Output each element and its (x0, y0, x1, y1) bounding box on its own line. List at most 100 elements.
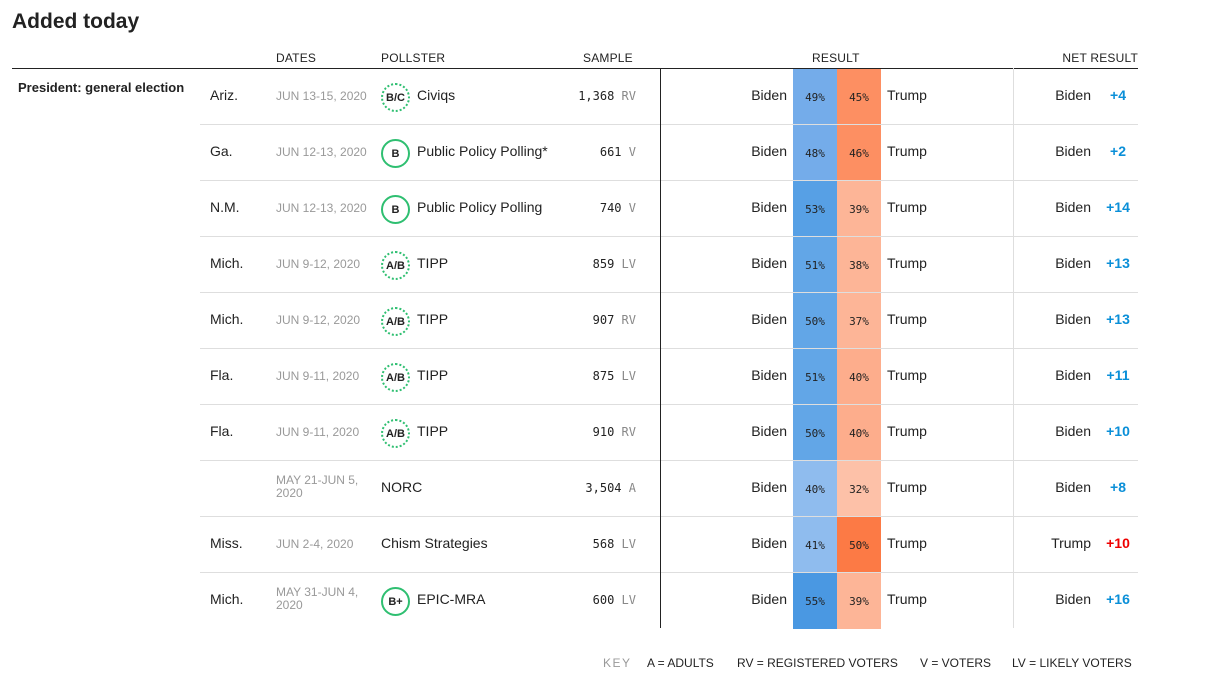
biden-result-cell: 40% (793, 461, 837, 517)
pollster-grade-badge[interactable]: A/B (381, 307, 410, 336)
poll-sample: 875 LV (593, 369, 636, 383)
sample-population: A (628, 481, 636, 495)
pollster-name[interactable]: Civiqs (417, 87, 456, 103)
table-row[interactable]: Mich. JUN 9-12, 2020 A/B TIPP 859 LV Biden 51%… (200, 237, 1138, 293)
candidate-trump-label: Trump (887, 591, 927, 607)
poll-state: Fla. (210, 367, 234, 383)
net-result-margin: +2 (1110, 143, 1126, 159)
poll-dates: JUN 9-11, 2020 (276, 369, 360, 383)
poll-sample: 3,504 A (585, 481, 636, 495)
net-result-margin: +4 (1110, 87, 1126, 103)
table-row[interactable]: Fla. JUN 9-11, 2020 A/B TIPP 910 RV Biden 50% 4… (200, 405, 1138, 461)
poll-state: Ga. (210, 143, 233, 159)
candidate-biden-label: Biden (751, 255, 787, 271)
sample-population: LV (621, 593, 636, 607)
pollster-name[interactable]: TIPP (417, 423, 449, 439)
candidate-biden-label: Biden (751, 423, 787, 439)
table-row[interactable]: Mich. JUN 9-12, 2020 A/B TIPP 907 RV Biden 50%… (200, 293, 1138, 349)
row-divider (200, 404, 1138, 405)
poll-dates: MAY 31-JUN 4, 2020 (276, 585, 359, 612)
header-dates[interactable]: DATES (276, 51, 317, 65)
net-divider (1013, 68, 1014, 628)
pollster-grade-badge[interactable]: B (381, 139, 410, 168)
candidate-biden-label: Biden (751, 87, 787, 103)
candidate-trump-label: Trump (887, 255, 927, 271)
net-result-margin: +10 (1106, 535, 1130, 551)
sample-size: 907 (592, 313, 615, 327)
header-net-result[interactable]: NET RESULT (1062, 51, 1138, 65)
pollster-name[interactable]: Chism Strategies (381, 535, 488, 551)
poll-sample: 907 RV (593, 313, 636, 327)
candidate-trump-label: Trump (887, 199, 927, 215)
sample-population: RV (621, 89, 636, 103)
pollster-name[interactable]: Public Policy Polling* (417, 143, 548, 159)
pollster-name[interactable]: TIPP (417, 311, 449, 327)
candidate-biden-label: Biden (751, 143, 787, 159)
candidate-trump-label: Trump (887, 87, 927, 103)
sample-population: LV (621, 369, 636, 383)
net-result-margin: +14 (1106, 199, 1130, 215)
net-result-margin: +10 (1106, 423, 1130, 439)
biden-result-cell: 41% (793, 517, 837, 573)
candidate-biden-label: Biden (751, 367, 787, 383)
net-result-leader: Biden (1055, 143, 1091, 159)
sample-size: 600 (592, 593, 615, 607)
table-row[interactable]: Ga. JUN 12-13, 2020 B Public Policy Polling… (200, 125, 1138, 181)
header-pollster[interactable]: POLLSTER (381, 51, 446, 65)
table-row[interactable]: N.M. JUN 12-13, 2020 B Public Policy Pollin… (200, 181, 1138, 237)
pollster-name[interactable]: EPIC-MRA (417, 591, 486, 607)
table-row[interactable]: Mich. MAY 31-JUN 4, 2020 B+ EPIC-MRA 600 LV B… (200, 573, 1138, 629)
net-result-leader: Biden (1055, 311, 1091, 327)
net-result-leader: Biden (1055, 367, 1091, 383)
sample-population: RV (621, 313, 636, 327)
key-voters: V = VOTERS (920, 656, 992, 670)
sample-size: 859 (592, 257, 615, 271)
sample-size: 568 (592, 537, 615, 551)
net-result-margin: +13 (1106, 255, 1130, 271)
key-registered-voters: RV = REGISTERED VOTERS (737, 656, 898, 670)
section-label: President: general election (18, 80, 185, 95)
sample-size: 910 (592, 425, 615, 439)
pollster-name[interactable]: TIPP (417, 367, 449, 383)
header-divider (12, 68, 1138, 69)
poll-sample: 661 V (600, 145, 636, 159)
poll-state: Ariz. (210, 87, 238, 103)
sample-size: 1,368 (578, 89, 615, 103)
poll-state: N.M. (210, 199, 240, 215)
poll-dates: JUN 13-15, 2020 (276, 89, 367, 103)
key-likely-voters: LV = LIKELY VOTERS (1012, 656, 1132, 670)
table-row[interactable]: Fla. JUN 9-11, 2020 A/B TIPP 875 LV Biden 51% 4… (200, 349, 1138, 405)
poll-dates: JUN 2-4, 2020 (276, 537, 354, 551)
pollster-grade-badge[interactable]: B/C (381, 83, 410, 112)
page-title: Added today (12, 10, 140, 33)
pollster-grade-badge[interactable]: A/B (381, 363, 410, 392)
pollster-grade-badge[interactable]: A/B (381, 251, 410, 280)
row-divider (200, 460, 1138, 461)
candidate-trump-label: Trump (887, 479, 927, 495)
trump-result-cell: 40% (837, 349, 881, 405)
candidate-biden-label: Biden (751, 199, 787, 215)
pollster-name[interactable]: Public Policy Polling (417, 199, 543, 215)
sample-population: V (628, 145, 636, 159)
trump-result-cell: 40% (837, 405, 881, 461)
table-row[interactable]: Ariz. JUN 13-15, 2020 B/C Civiqs 1,368 RV Bid… (200, 69, 1138, 125)
poll-sample: 1,368 RV (578, 89, 636, 103)
trump-result-cell: 37% (837, 293, 881, 349)
pollster-name[interactable]: NORC (381, 479, 423, 495)
trump-result-cell: 32% (837, 461, 881, 517)
table-row[interactable]: MAY 21-JUN 5, 2020 NORC 3,504 A Biden 40% 32%… (200, 461, 1138, 517)
trump-result-cell: 45% (837, 69, 881, 125)
poll-dates: JUN 12-13, 2020 (276, 201, 367, 215)
pollster-grade-badge[interactable]: A/B (381, 419, 410, 448)
pollster-grade-badge[interactable]: B (381, 195, 410, 224)
poll-sample: 740 V (600, 201, 636, 215)
poll-state: Mich. (210, 311, 244, 327)
sample-population: V (628, 201, 636, 215)
table-row[interactable]: Miss. JUN 2-4, 2020 Chism Strategies 568 LV… (200, 517, 1138, 573)
header-sample[interactable]: SAMPLE (583, 51, 633, 65)
pollster-name[interactable]: TIPP (417, 255, 449, 271)
pollster-grade-badge[interactable]: B+ (381, 587, 410, 616)
sample-size: 661 (599, 145, 622, 159)
net-result-leader: Trump (1051, 535, 1091, 551)
trump-result-cell: 46% (837, 125, 881, 181)
